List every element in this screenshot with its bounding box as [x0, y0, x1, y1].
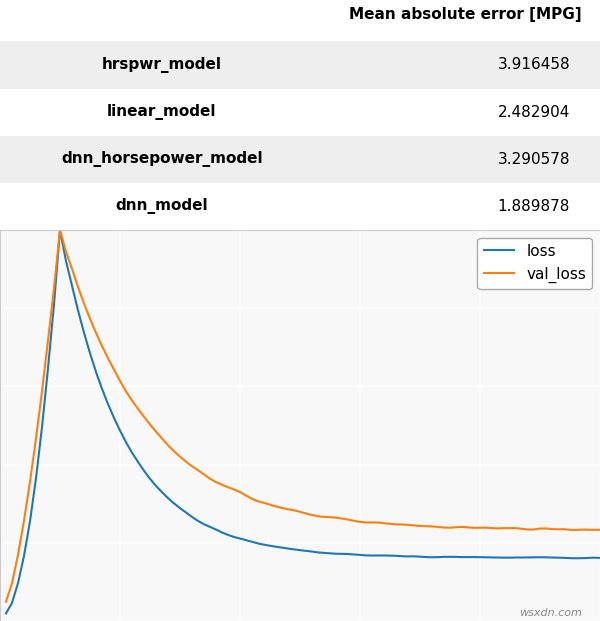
loss — [122, 438, 130, 446]
val_loss — [362, 519, 370, 526]
Text: 3.916458: 3.916458 — [497, 58, 570, 73]
Text: wsxdn.com: wsxdn.com — [519, 608, 582, 618]
val_loss — [146, 420, 154, 428]
Text: 1.889878: 1.889878 — [497, 199, 570, 214]
Text: linear_model: linear_model — [107, 104, 217, 120]
Text: Mean absolute error [MPG]: Mean absolute error [MPG] — [349, 7, 582, 22]
loss — [572, 555, 580, 562]
Line: loss: loss — [6, 230, 600, 614]
Line: val_loss: val_loss — [6, 230, 600, 602]
loss — [554, 554, 562, 561]
Bar — [0, 42, 600, 89]
loss — [2, 610, 10, 617]
Bar — [0, 89, 600, 136]
Text: hrspwr_model: hrspwr_model — [102, 57, 222, 73]
val_loss — [314, 512, 322, 520]
val_loss — [56, 226, 64, 233]
loss — [56, 226, 64, 233]
val_loss — [122, 388, 130, 395]
Text: 3.290578: 3.290578 — [497, 152, 570, 167]
val_loss — [596, 526, 600, 533]
loss — [314, 549, 322, 556]
Bar — [0, 136, 600, 183]
Text: dnn_horsepower_model: dnn_horsepower_model — [61, 152, 263, 167]
loss — [362, 551, 370, 559]
Text: 2.482904: 2.482904 — [497, 104, 570, 120]
val_loss — [554, 525, 562, 533]
loss — [596, 554, 600, 561]
val_loss — [2, 598, 10, 605]
loss — [146, 475, 154, 483]
Text: dnn_model: dnn_model — [116, 199, 208, 214]
val_loss — [572, 526, 580, 533]
Legend: loss, val_loss: loss, val_loss — [478, 238, 592, 289]
Bar — [0, 183, 600, 230]
